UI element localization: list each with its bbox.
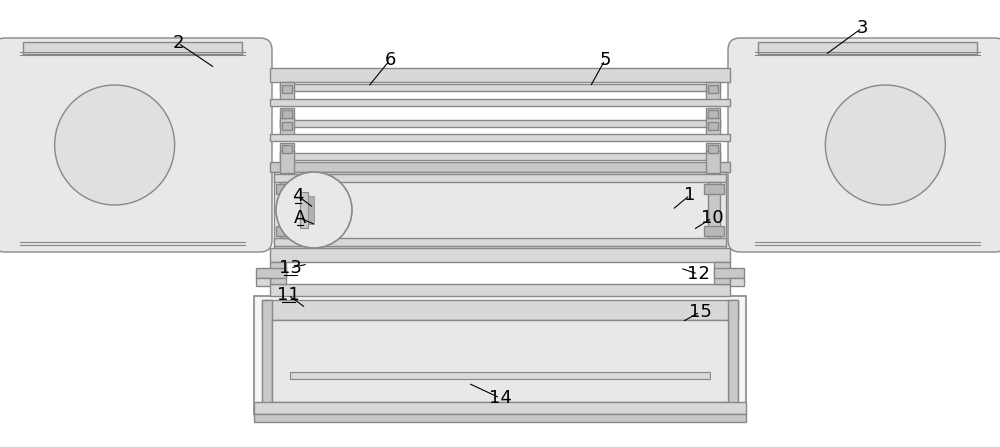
Bar [280,182,292,238]
Text: 10: 10 [701,209,723,227]
Bar [704,226,724,236]
Bar [706,118,720,140]
Bar [708,85,718,93]
Circle shape [276,172,352,248]
Bar [706,151,720,173]
Bar [282,122,292,130]
Bar [274,174,726,182]
FancyBboxPatch shape [728,38,1000,252]
Bar [270,284,730,296]
Bar [272,320,728,402]
Text: 15: 15 [689,303,711,321]
Text: 4: 4 [292,187,304,205]
Bar [708,145,718,153]
Bar [274,172,726,248]
Bar [270,134,730,141]
Bar [276,226,296,236]
Bar [282,85,292,93]
Bar [256,268,286,278]
Bar [270,68,730,82]
Bar [758,42,977,54]
Bar [274,238,726,246]
Bar [256,278,270,286]
Bar [706,82,720,104]
Bar [308,196,314,224]
Circle shape [825,85,945,205]
Bar [280,151,294,173]
Bar [708,110,718,118]
Bar [262,300,738,320]
Bar [280,118,294,140]
Text: 11: 11 [277,286,299,304]
Bar [280,143,294,161]
Text: 14: 14 [489,389,511,407]
Bar [708,122,718,130]
Bar [23,42,242,54]
Bar [282,110,292,118]
Bar [270,162,730,172]
Text: 2: 2 [172,34,184,52]
Text: A: A [294,209,306,227]
Bar [270,99,730,106]
Bar [714,262,730,284]
Bar [300,192,308,228]
Bar [728,300,738,410]
Bar [276,184,296,194]
Bar [280,84,720,91]
Bar [270,262,286,284]
Bar [254,296,746,414]
Circle shape [55,85,175,205]
Bar [280,120,720,127]
Bar [262,300,272,410]
Text: 1: 1 [684,186,696,204]
Bar [280,108,294,128]
Text: 13: 13 [279,259,301,277]
Bar [730,278,744,286]
Bar [704,184,724,194]
Bar [290,372,710,379]
Bar [706,143,720,161]
Bar [282,145,292,153]
Bar [270,248,730,262]
Text: 12: 12 [687,265,709,283]
Bar [280,153,720,160]
Text: 3: 3 [856,19,868,37]
FancyBboxPatch shape [0,38,272,252]
Bar [706,108,720,128]
Text: 5: 5 [599,51,611,69]
Bar [708,182,720,238]
Bar [254,414,746,422]
Bar [280,82,294,104]
Text: 6: 6 [384,51,396,69]
Bar [714,268,744,278]
Bar [254,402,746,414]
